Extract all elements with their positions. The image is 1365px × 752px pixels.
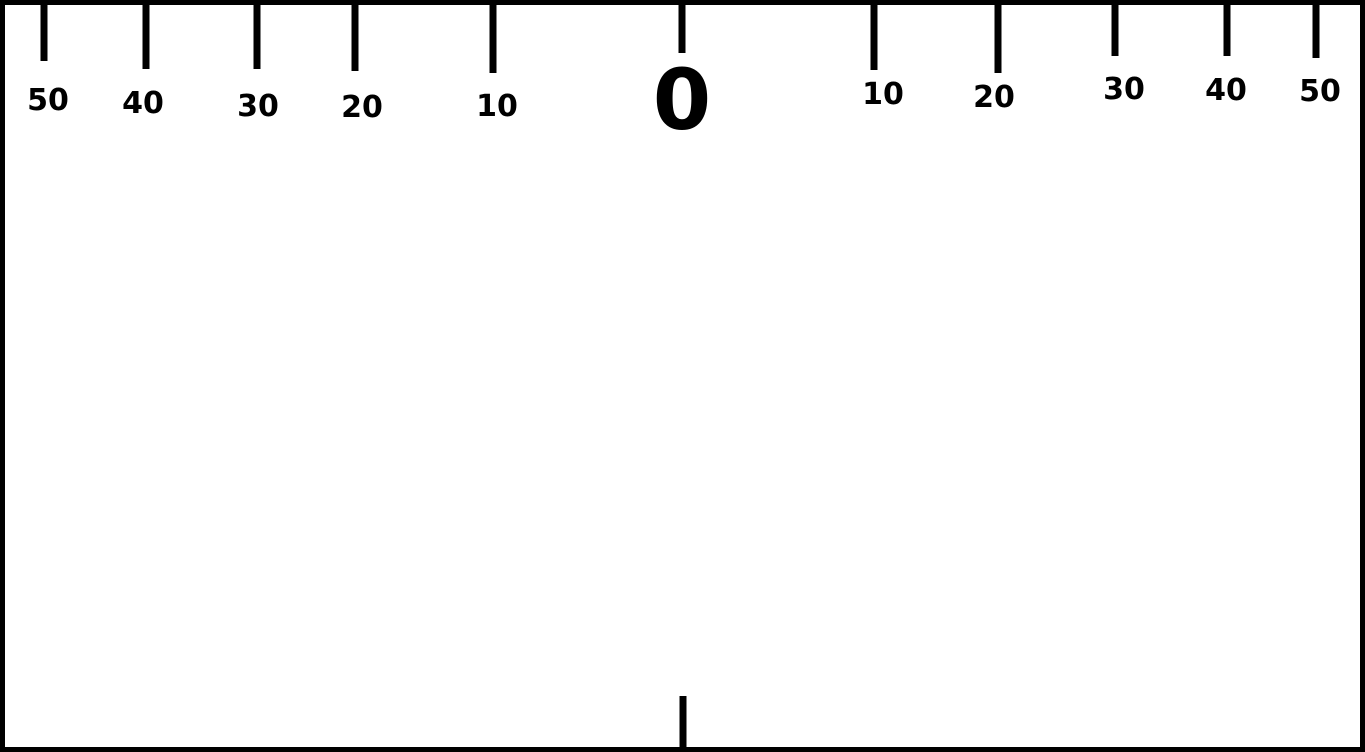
tick-label-right-30: 30	[1103, 72, 1145, 107]
tick-label-zero: 0	[653, 51, 711, 149]
tick-label-right-40: 40	[1205, 73, 1247, 108]
tick-label-left-50: 50	[27, 83, 69, 118]
tick-label-left-10: 10	[476, 89, 518, 124]
tick-label-right-10: 10	[862, 77, 904, 112]
tick-label-left-40: 40	[122, 86, 164, 121]
tick-label-left-20: 20	[341, 90, 383, 125]
tick-label-right-50: 50	[1299, 74, 1341, 109]
tick-label-left-30: 30	[237, 89, 279, 124]
tick-label-right-20: 20	[973, 80, 1015, 115]
